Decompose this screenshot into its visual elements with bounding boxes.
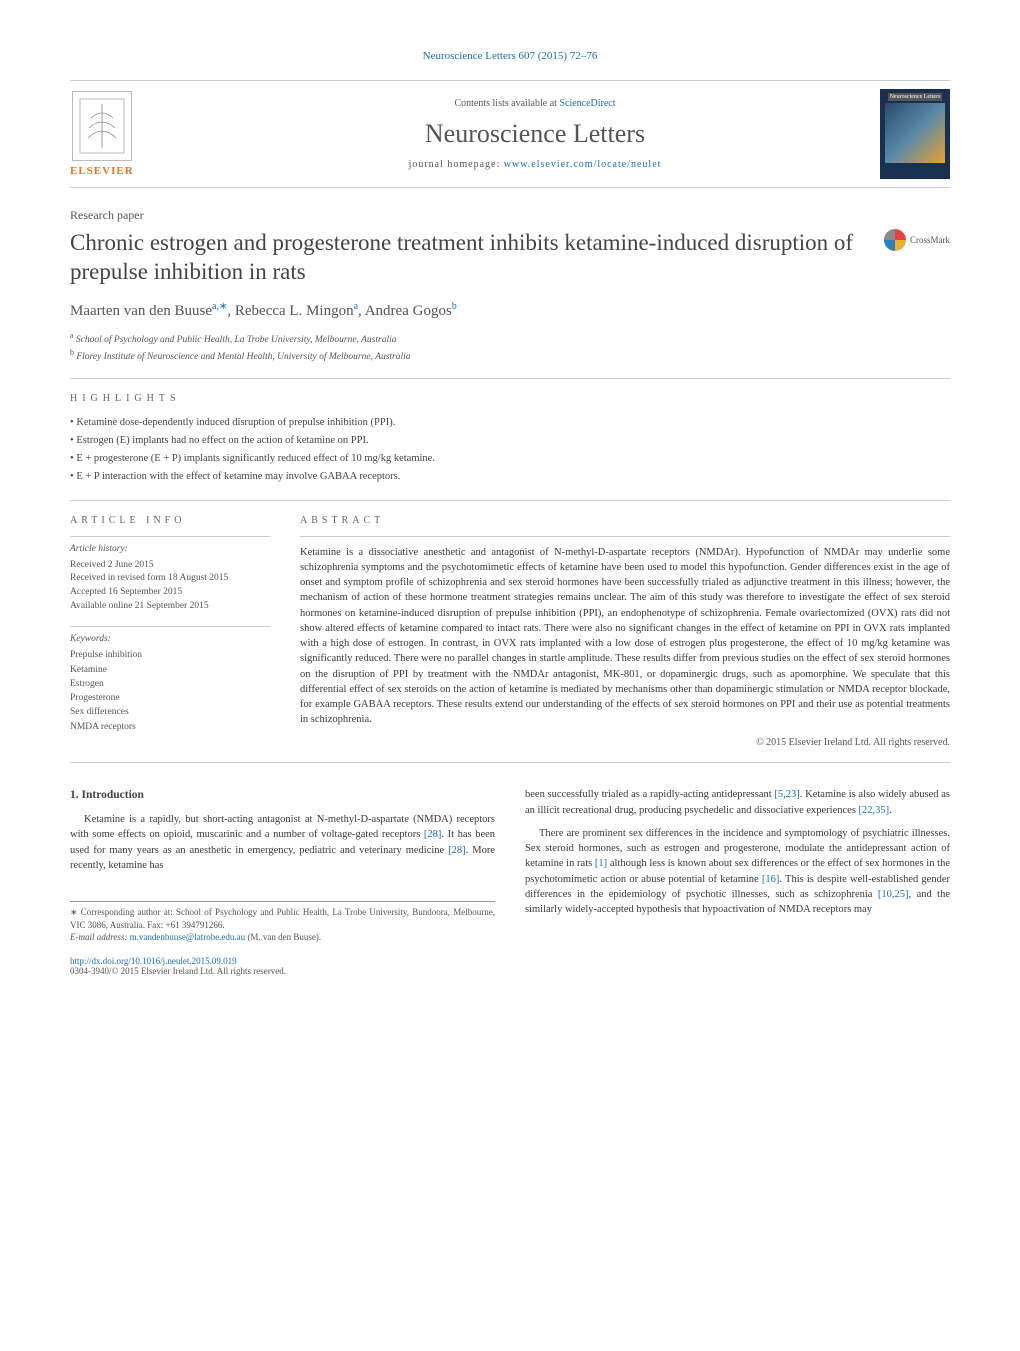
crossmark-icon [884, 229, 906, 251]
corresponding-author-footnote: ∗ Corresponding author at: School of Psy… [70, 901, 495, 944]
citation-link[interactable]: [28] [448, 845, 466, 856]
keyword: Ketamine [70, 663, 270, 677]
crossmark-label: CrossMark [910, 235, 950, 245]
footnote-email-link[interactable]: m.vandenbuuse@latrobe.edu.au [130, 932, 246, 942]
citation-link[interactable]: [22,35] [859, 805, 890, 816]
paper-title: Chronic estrogen and progesterone treatm… [70, 229, 868, 287]
header-center: Contents lists available at ScienceDirec… [190, 98, 880, 170]
author-2: , Rebecca L. Mingon [227, 303, 353, 319]
highlight-item: Estrogen (E) implants had no effect on t… [70, 432, 950, 450]
affiliations: a School of Psychology and Public Health… [70, 330, 950, 365]
authors-line: Maarten van den Buusea,∗, Rebecca L. Min… [70, 301, 950, 320]
abstract-label: abstract [300, 515, 950, 526]
keywords-block: Prepulse inhibition Ketamine Estrogen Pr… [70, 648, 270, 734]
cover-label: Neuroscience Letters [888, 93, 943, 101]
publisher-logo-block: ELSEVIER [70, 91, 190, 177]
highlight-item: E + P interaction with the effect of ket… [70, 468, 950, 486]
divider [70, 378, 950, 379]
elsevier-label: ELSEVIER [70, 165, 134, 177]
intro-paragraph-1: Ketamine is a rapidly, but short-acting … [70, 812, 495, 873]
homepage-text: journal homepage: [409, 159, 504, 170]
keyword: NMDA receptors [70, 720, 270, 734]
body-column-left: 1. Introduction Ketamine is a rapidly, b… [70, 787, 495, 943]
sciencedirect-link[interactable]: ScienceDirect [559, 98, 615, 109]
highlights-label: highlights [70, 393, 950, 404]
article-info-label: article info [70, 515, 270, 526]
body-column-right: been successfully trialed as a rapidly-a… [525, 787, 950, 943]
journal-homepage-line: journal homepage: www.elsevier.com/locat… [190, 159, 880, 170]
intro-paragraph-2: been successfully trialed as a rapidly-a… [525, 787, 950, 817]
journal-cover-thumbnail: Neuroscience Letters [880, 89, 950, 179]
history-online: Available online 21 September 2015 [70, 600, 270, 614]
keyword: Sex differences [70, 705, 270, 719]
elsevier-tree-icon [72, 91, 132, 161]
citation-link[interactable]: [28] [424, 829, 442, 840]
divider [70, 762, 950, 763]
author-1-affil: a,∗ [212, 301, 227, 312]
author-3: , Andrea Gogos [358, 303, 452, 319]
keywords-label: Keywords: [70, 633, 270, 647]
highlights-list: Ketamine dose-dependently induced disrup… [70, 414, 950, 485]
issn-copyright: 0304-3940/© 2015 Elsevier Ireland Ltd. A… [70, 966, 286, 976]
doi-link[interactable]: http://dx.doi.org/10.1016/j.neulet.2015.… [70, 956, 237, 966]
abstract-text: Ketamine is a dissociative anesthetic an… [300, 545, 950, 728]
divider [70, 626, 270, 627]
intro-paragraph-3: There are prominent sex differences in t… [525, 826, 950, 917]
history-accepted: Accepted 16 September 2015 [70, 586, 270, 600]
crossmark-badge[interactable]: CrossMark [884, 229, 950, 251]
cover-image-icon [885, 103, 945, 163]
author-3-affil: b [452, 301, 457, 312]
article-type: Research paper [70, 208, 950, 223]
footnote-email-name: (M. van den Buuse). [245, 932, 321, 942]
citation-link[interactable]: [10,25] [878, 889, 909, 900]
divider [70, 500, 950, 501]
intro-text: been successfully trialed as a rapidly-a… [525, 789, 774, 800]
article-info-column: article info Article history: Received 2… [70, 515, 270, 749]
section-heading-intro: 1. Introduction [70, 787, 495, 804]
journal-reference: Neuroscience Letters 607 (2015) 72–76 [70, 50, 950, 62]
homepage-link[interactable]: www.elsevier.com/locate/neulet [504, 159, 662, 170]
contents-text: Contents lists available at [454, 98, 559, 109]
abstract-column: abstract Ketamine is a dissociative anes… [300, 515, 950, 749]
footnote-corr: ∗ Corresponding author at: School of Psy… [70, 906, 495, 931]
journal-title: Neuroscience Letters [190, 119, 880, 149]
keyword: Progesterone [70, 691, 270, 705]
keyword: Estrogen [70, 677, 270, 691]
author-1: Maarten van den Buuse [70, 303, 212, 319]
affiliation-a: School of Psychology and Public Health, … [76, 335, 397, 345]
divider [70, 536, 270, 537]
abstract-copyright: © 2015 Elsevier Ireland Ltd. All rights … [300, 737, 950, 748]
history-label: Article history: [70, 543, 270, 557]
citation-link[interactable]: [16] [762, 874, 780, 885]
footnote-email-label: E-mail address: [70, 932, 130, 942]
history-revised: Received in revised form 18 August 2015 [70, 572, 270, 586]
highlight-item: E + progesterone (E + P) implants signif… [70, 450, 950, 468]
history-received: Received 2 June 2015 [70, 559, 270, 573]
contents-available-line: Contents lists available at ScienceDirec… [190, 98, 880, 109]
affiliation-b: Florey Institute of Neuroscience and Men… [76, 352, 410, 362]
journal-header-bar: ELSEVIER Contents lists available at Sci… [70, 80, 950, 188]
citation-link[interactable]: [1] [595, 858, 607, 869]
highlight-item: Ketamine dose-dependently induced disrup… [70, 414, 950, 432]
divider [300, 536, 950, 537]
citation-link[interactable]: [5,23] [774, 789, 799, 800]
keyword: Prepulse inhibition [70, 648, 270, 662]
footer-meta: http://dx.doi.org/10.1016/j.neulet.2015.… [70, 956, 950, 976]
intro-text: . [889, 805, 892, 816]
